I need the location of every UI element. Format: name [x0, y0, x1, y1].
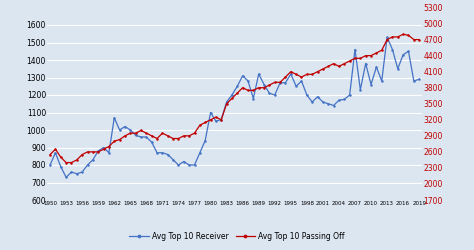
Legend: Avg Top 10 Receiver, Avg Top 10 Passing Off: Avg Top 10 Receiver, Avg Top 10 Passing … [127, 228, 347, 244]
